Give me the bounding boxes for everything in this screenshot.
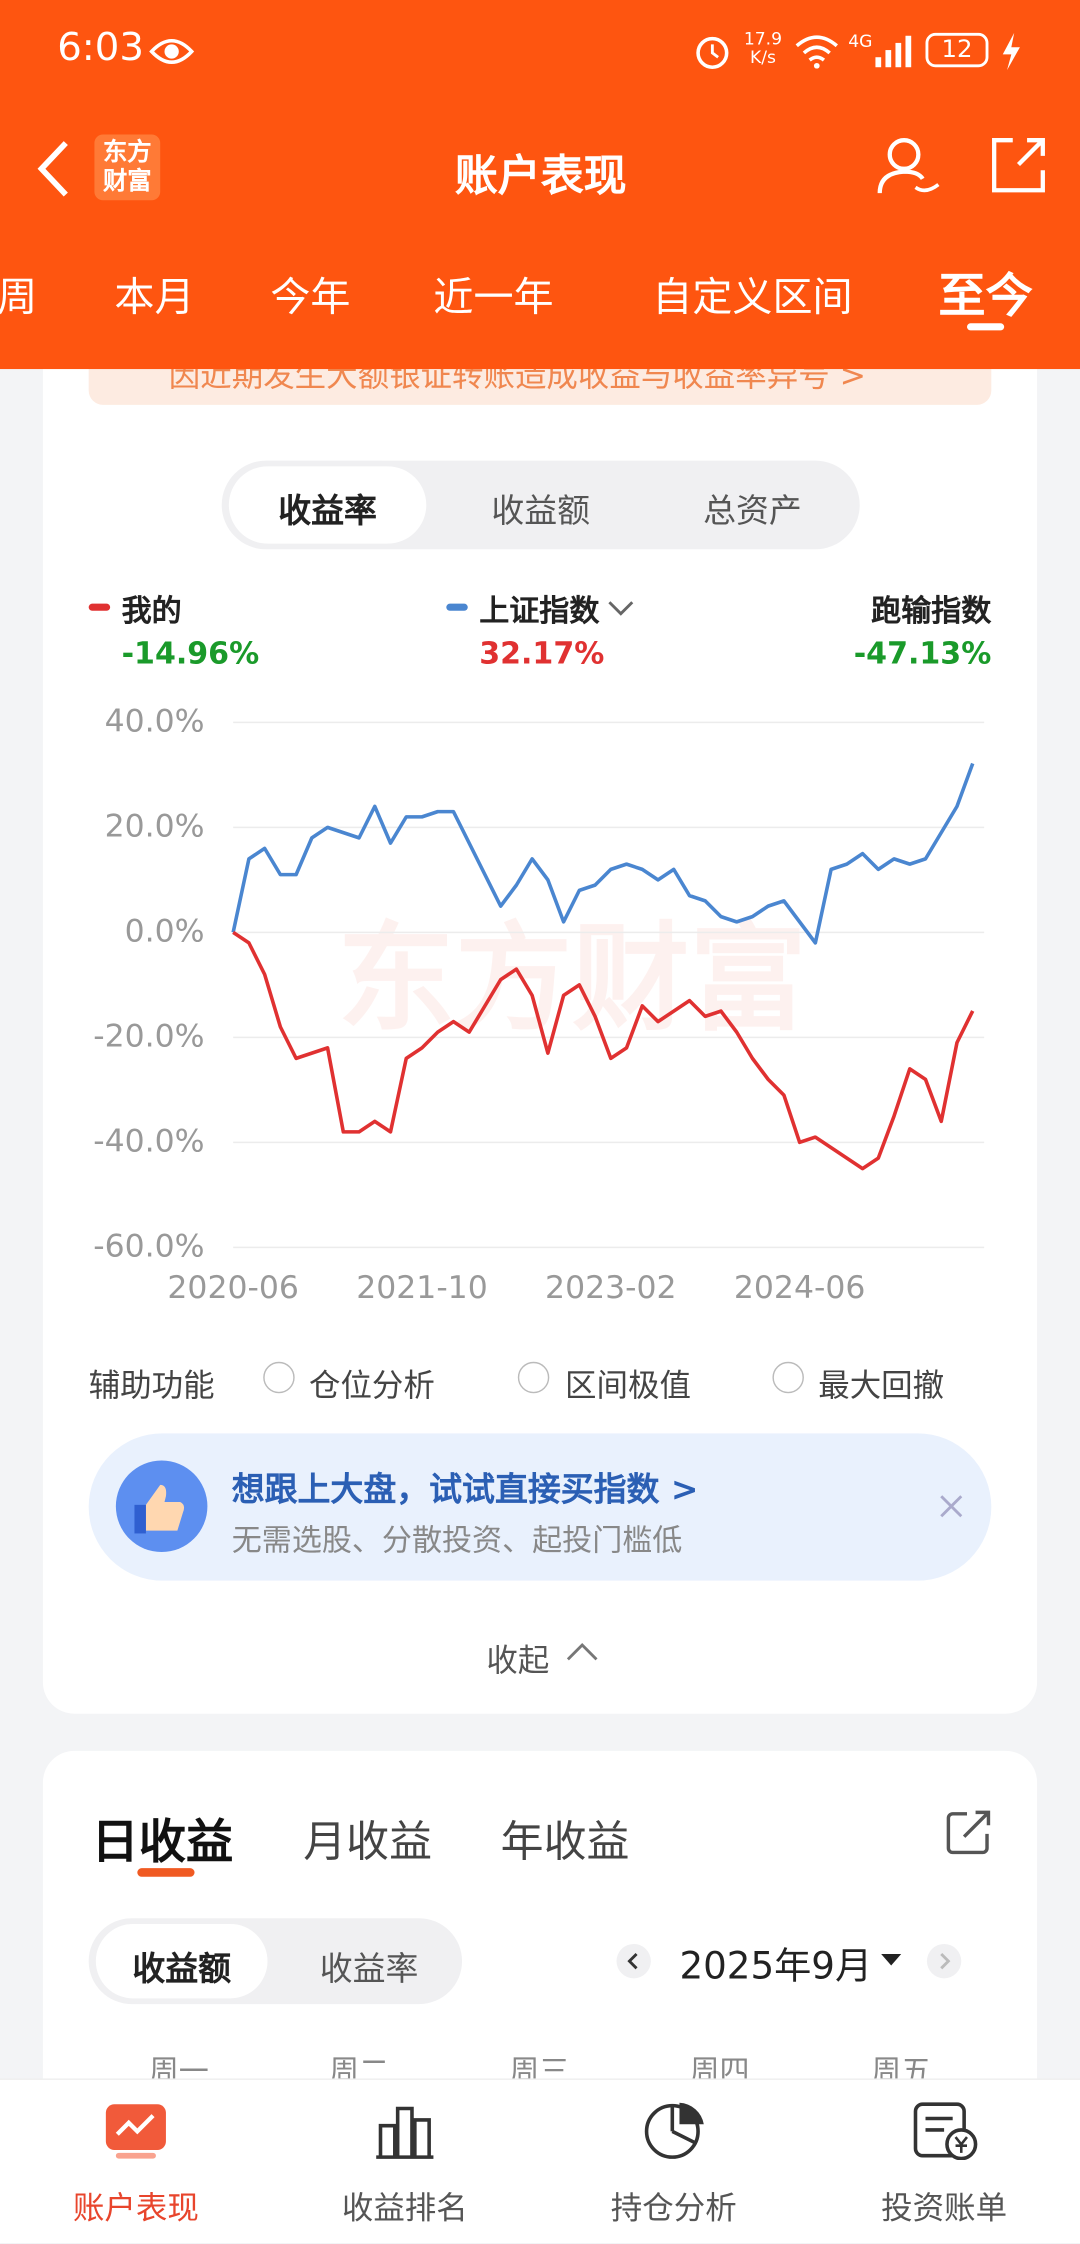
banner[interactable] xyxy=(88,1433,992,1581)
period-tab[interactable]: 近一年 xyxy=(433,273,554,321)
user-icon[interactable] xyxy=(875,136,941,199)
period-tab[interactable]: 自定义区间 xyxy=(652,273,853,321)
next-month[interactable] xyxy=(926,1943,963,1980)
chevron-up xyxy=(566,1643,598,1661)
battery: 12 xyxy=(925,32,989,68)
bottom-nav xyxy=(0,2078,1080,2243)
toggle-option[interactable]: 收益率 xyxy=(319,1951,419,1989)
close-icon[interactable] xyxy=(937,1492,966,1521)
radio[interactable] xyxy=(517,1361,550,1394)
net-speed: 17.9 K/s xyxy=(743,28,783,68)
nav-icon[interactable] xyxy=(373,2103,436,2160)
series-line xyxy=(231,762,975,945)
y-tick-label: 0.0% xyxy=(125,913,205,949)
banner-icon xyxy=(115,1460,208,1553)
metric-tab[interactable]: 总资产 xyxy=(703,493,802,531)
x-tick-label: 2023-02 xyxy=(545,1270,676,1302)
back-icon[interactable] xyxy=(34,139,74,199)
relative-name: 跑输指数 xyxy=(871,593,992,628)
dropdown[interactable] xyxy=(607,598,636,618)
series-line xyxy=(232,930,975,1171)
share-icon[interactable] xyxy=(944,1808,993,1857)
banner-title[interactable]: 想跟上大盘，试试直接买指数 > xyxy=(231,1471,699,1510)
y-tick-label: -40.0% xyxy=(93,1123,204,1159)
daily-tab[interactable]: 月收益 xyxy=(303,1818,432,1869)
radio[interactable] xyxy=(263,1361,295,1394)
aux-option[interactable]: 最大回撤 xyxy=(818,1368,945,1405)
charging-icon xyxy=(1002,32,1020,71)
x-tick-label: 2021-10 xyxy=(356,1270,487,1302)
legend-value: 32.17% xyxy=(479,636,605,671)
nav-icon[interactable] xyxy=(104,2103,167,2160)
legend-swatch xyxy=(446,603,468,611)
legend-swatch xyxy=(88,603,111,611)
aux-option[interactable]: 区间极值 xyxy=(565,1368,691,1405)
toggle-selected xyxy=(95,1923,268,1999)
relative-value: -47.13% xyxy=(853,636,992,671)
month[interactable]: 2025年9月 xyxy=(679,1945,873,1989)
collapse[interactable]: 收起 xyxy=(486,1643,550,1680)
period-underline xyxy=(966,323,1005,331)
share-icon[interactable] xyxy=(987,136,1047,196)
chart: 东方财富 -60.0% -40.0% -20.0% 0.0% 20.0% 40.0% 202… xyxy=(93,703,985,1302)
daily-tab[interactable]: 日收益 xyxy=(91,1813,234,1870)
eye-icon xyxy=(149,38,195,64)
y-tick-label: -20.0% xyxy=(93,1018,204,1054)
alarm-icon xyxy=(696,36,729,70)
y-tick-label: 20.0% xyxy=(105,808,205,844)
logo-top: 东方 xyxy=(102,138,152,168)
period-tab[interactable]: 周 xyxy=(0,273,38,321)
nav-label[interactable]: 投资账单 xyxy=(881,2191,1008,2228)
toggle-option[interactable]: 收益额 xyxy=(132,1951,232,1989)
signal-type: 4G xyxy=(848,31,873,52)
metric-selected xyxy=(228,466,427,544)
metric-tab[interactable]: 收益额 xyxy=(491,493,591,531)
tab-underline xyxy=(137,1868,195,1877)
x-tick-label: 2020-06 xyxy=(167,1270,298,1302)
legend-label: 上证指数 xyxy=(479,593,600,628)
logo: 东方 财富 xyxy=(94,134,161,201)
prev-month[interactable] xyxy=(615,1943,652,1980)
logo-bottom: 财富 xyxy=(102,167,152,196)
header-title: 账户表现 xyxy=(454,151,627,202)
status-time: 6:03 xyxy=(57,25,144,71)
nav-label[interactable]: 账户表现 xyxy=(72,2191,199,2228)
x-tick-label: 2024-06 xyxy=(734,1270,865,1302)
aux-label: 辅助功能 xyxy=(88,1368,215,1405)
aux-option[interactable]: 仓位分析 xyxy=(308,1368,435,1405)
nav-icon[interactable] xyxy=(913,2100,979,2160)
legend-value: -14.96% xyxy=(121,636,260,671)
period-tab[interactable]: 本月 xyxy=(114,273,195,321)
y-tick-label: 40.0% xyxy=(105,703,205,739)
daily-tab[interactable]: 年收益 xyxy=(500,1818,630,1869)
net-speed-unit: K/s xyxy=(749,47,776,68)
y-tick-label: -60.0% xyxy=(93,1228,204,1264)
nav-label[interactable]: 持仓分析 xyxy=(610,2191,737,2228)
wifi-icon xyxy=(795,35,838,69)
dropdown xyxy=(881,1954,902,1966)
nav-icon[interactable] xyxy=(644,2100,707,2160)
watermark: 东方财富 xyxy=(338,910,807,1047)
net-speed-value: 17.9 xyxy=(743,28,783,49)
radio[interactable] xyxy=(772,1361,804,1394)
banner-subtitle: 无需选股、分散投资、起投门槛低 xyxy=(231,1523,683,1558)
signal-icon xyxy=(875,35,912,68)
period-tab[interactable]: 至今 xyxy=(938,267,1033,324)
legend-label: 我的 xyxy=(121,593,182,628)
nav-label[interactable]: 收益排名 xyxy=(341,2191,468,2228)
metric-tab[interactable]: 收益率 xyxy=(278,493,377,531)
period-tab[interactable]: 今年 xyxy=(270,273,351,321)
